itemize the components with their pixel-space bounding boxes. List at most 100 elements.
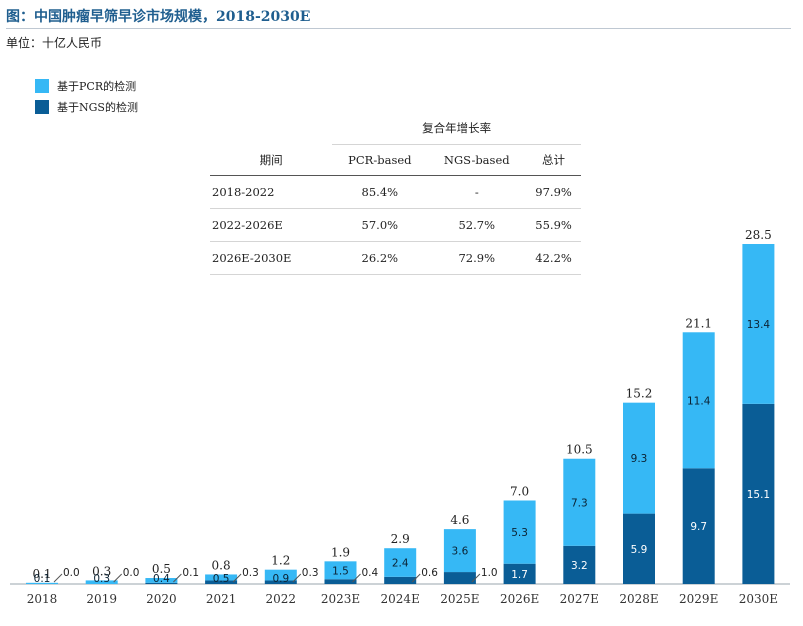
x-tick-label: 2028E [619,592,658,606]
pcr-value-label: 13.4 [747,319,771,331]
pcr-value-label: 5.3 [511,527,528,539]
ngs-leader-line [53,573,63,583]
chart-title: 图：中国肿瘤早筛早诊市场规模，2018-2030E [6,9,311,25]
pcr-value-label: 11.4 [687,395,711,407]
ngs-value-label: 5.9 [631,544,648,556]
total-value-label: 10.5 [566,443,593,457]
bar-ngs [682,468,715,584]
total-cagr-cell: 42.2% [526,241,581,275]
total-value-label: 4.6 [450,513,469,527]
pcr-value-label: 0.4 [153,573,170,585]
pcr-value-label: 0.5 [213,573,230,585]
period-cell: 2026E-2030E [210,241,333,275]
bar-ngs [443,572,476,584]
period-header: 期间 [210,144,333,176]
pcr-cagr-cell: 85.4% [332,175,428,209]
x-tick-label: 2019 [86,592,117,606]
cagr-group-header: 复合年增长率 [422,121,492,135]
legend-swatch-ngs [35,100,49,114]
bar-pcr [26,582,58,584]
pcr-value-label: 2.4 [392,558,409,570]
bar-pcr [682,332,715,469]
x-tick-label: 2023E [321,592,360,606]
total-value-label: 7.0 [510,484,529,498]
total-value-label: 0.1 [32,567,51,581]
bar-pcr [563,458,596,546]
bar-pcr [324,561,357,580]
ngs-value-label: 1.7 [511,569,528,581]
total-value-label: 1.2 [271,554,290,568]
bar-pcr [264,569,297,581]
total-cagr-cell: 55.9% [526,208,581,242]
bar-pcr [503,500,536,564]
total-value-label: 28.5 [745,228,772,242]
legend-item-pcr: 基于PCR的检测 [35,78,136,94]
ngs-value-label: 15.1 [747,489,770,501]
table-row: 2018-2022 85.4% - 97.9% [210,175,581,209]
total-value-label: 0.5 [152,562,171,576]
ngs-value-label: 0.3 [242,567,259,579]
total-cagr-cell: 97.9% [526,175,581,209]
table-row: 2022-2026E 57.0% 52.7% 55.9% [210,208,581,242]
ngs-value-label: 0.0 [123,567,140,579]
bar-pcr [145,578,178,583]
legend-label-ngs: 基于NGS的检测 [57,101,138,114]
ngs-value-label: 0.0 [63,567,80,579]
bar-ngs [145,582,178,584]
column-header-total: 总计 [526,144,581,176]
pcr-value-label: 1.5 [332,565,349,577]
bar-ngs [503,563,536,584]
ngs-value-label: 0.3 [302,567,319,579]
bar-pcr [623,402,655,514]
ngs-leader-line [232,573,242,583]
bar-pcr [742,244,775,404]
x-tick-label: 2018 [27,592,58,606]
bar-ngs [384,576,417,584]
ngs-value-label: 0.4 [362,567,379,579]
pcr-cagr-cell: 57.0% [332,208,428,242]
pcr-value-label: 0.1 [34,573,51,585]
pcr-value-label: 9.3 [631,453,648,465]
total-value-label: 1.9 [331,545,350,559]
bar-ngs [324,579,357,584]
ngs-leader-line [292,573,302,583]
cagr-table: 复合年增长率 期间 PCR-based NGS-based 总计 2018-20… [210,112,581,275]
bar-ngs [742,403,775,584]
bar-ngs [205,580,238,584]
bar-ngs [563,545,596,584]
ngs-leader-line [113,573,123,583]
pcr-value-label: 7.3 [571,497,588,509]
x-tick-label: 2030E [739,592,778,606]
ngs-value-label: 1.0 [481,567,498,579]
bar-pcr [205,574,238,581]
ngs-cagr-cell: 72.9% [427,241,527,275]
ngs-leader-line [352,573,361,583]
ngs-value-label: 9.7 [690,521,707,533]
legend-item-ngs: 基于NGS的检测 [35,99,138,115]
x-tick-label: 2022 [266,592,297,606]
period-cell: 2018-2022 [210,175,333,209]
total-value-label: 15.2 [626,387,653,401]
ngs-leader-line [411,573,421,583]
x-tick-label: 2020 [146,592,177,606]
x-tick-label: 2029E [679,592,718,606]
pcr-value-label: 0.3 [93,573,110,585]
bar-pcr [85,580,118,584]
x-tick-label: 2027E [560,592,599,606]
x-tick-label: 2026E [500,592,539,606]
pcr-cagr-cell: 26.2% [332,241,428,275]
table-row: 2026E-2030E 26.2% 72.9% 42.2% [210,241,581,275]
total-value-label: 21.1 [685,316,712,330]
ngs-cagr-cell: 52.7% [427,208,527,242]
ngs-leader-line [173,573,182,583]
total-value-label: 0.8 [212,558,231,572]
bar-ngs [264,580,297,584]
bar-pcr [443,529,476,573]
ngs-value-label: 0.6 [421,567,438,579]
total-value-label: 2.9 [391,532,410,546]
total-value-label: 0.3 [92,564,111,578]
x-tick-label: 2025E [440,592,479,606]
ngs-leader-line [471,573,481,583]
legend-label-pcr: 基于PCR的检测 [57,80,137,93]
